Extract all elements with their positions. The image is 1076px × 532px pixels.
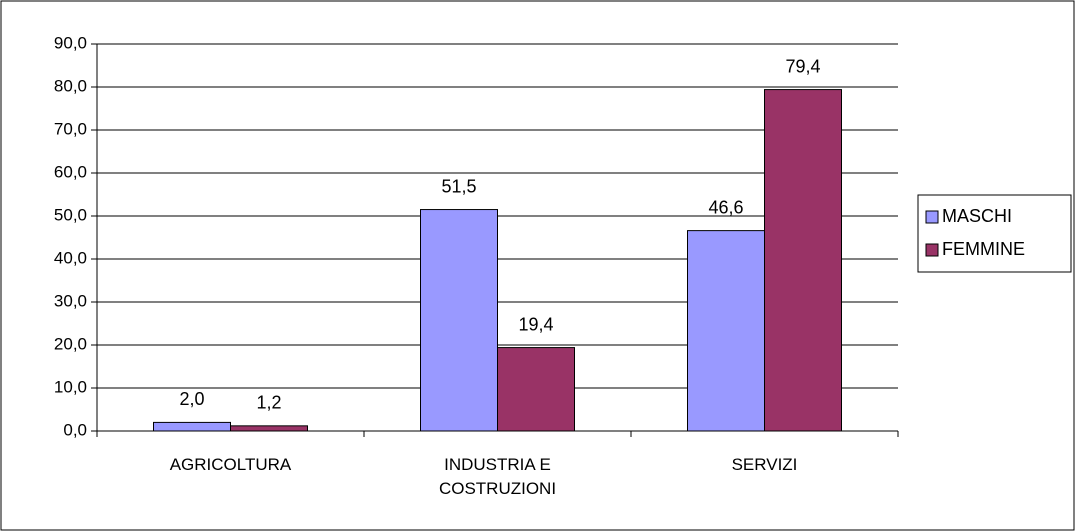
y-tick-label: 10,0: [54, 377, 87, 396]
data-label: 1,2: [256, 393, 281, 413]
bar: [497, 347, 575, 432]
data-label: 46,6: [708, 197, 743, 217]
y-tick-label: 80,0: [54, 76, 87, 95]
legend-label: MASCHI: [942, 206, 1012, 226]
data-label: 19,4: [518, 314, 553, 334]
data-label: 51,5: [441, 176, 476, 196]
legend-label: FEMMINE: [942, 239, 1025, 259]
data-label: 79,4: [785, 56, 820, 76]
y-tick-label: 20,0: [54, 334, 87, 353]
data-label: 2,0: [179, 389, 204, 409]
y-tick-label: 60,0: [54, 162, 87, 181]
legend-swatch: [925, 210, 939, 224]
y-tick-label: 70,0: [54, 119, 87, 138]
bar: [420, 209, 498, 432]
bar: [230, 425, 308, 432]
y-tick-label: 30,0: [54, 291, 87, 310]
x-tick-label: SERVIZI: [731, 455, 798, 474]
legend-box: [917, 194, 1072, 273]
bar: [764, 89, 842, 432]
x-tick-label: INDUSTRIA E COSTRUZIONI: [438, 455, 557, 498]
y-tick-label: 50,0: [54, 205, 87, 224]
legend-swatch: [925, 243, 939, 257]
bar: [687, 230, 765, 432]
y-tick-label: 90,0: [54, 33, 87, 52]
x-tick-label: AGRICOLTURA: [169, 455, 292, 474]
y-tick-label: 40,0: [54, 248, 87, 267]
y-tick-label: 0,0: [63, 420, 87, 439]
bar: [153, 421, 231, 432]
